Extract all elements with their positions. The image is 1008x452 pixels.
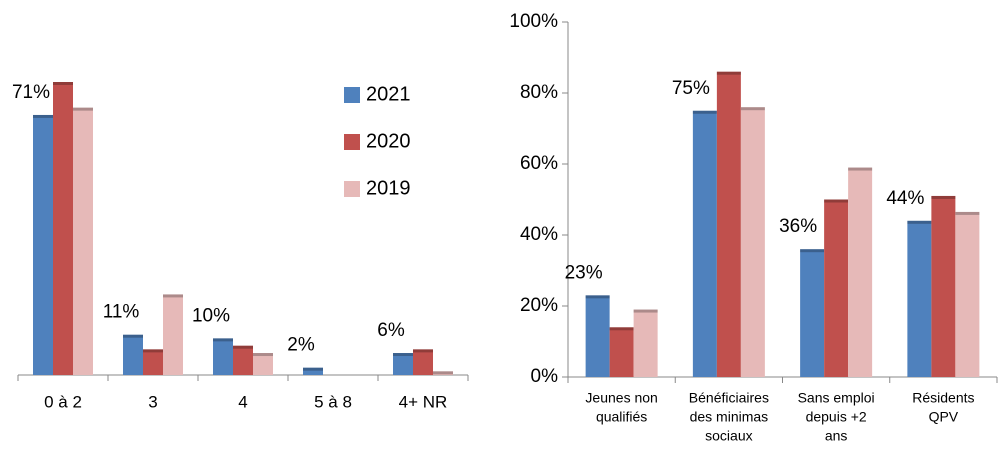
data-label: 75% [672,78,710,99]
x-tick-label: 0 à 2 [44,392,82,411]
bar [931,195,956,377]
x-tick-label: Jeunes non [585,390,657,406]
data-label: 2% [287,335,315,356]
bar [213,338,233,375]
y-tick-label: 0% [531,366,559,387]
x-tick-label: 5 à 8 [314,392,352,411]
legend-swatch [344,134,360,150]
bar [824,199,849,377]
bar-cap [53,82,73,85]
bar-cap [955,211,980,215]
bar [393,353,413,375]
data-label: 11% [103,302,140,323]
x-tick-label: Résidents [912,390,974,406]
bar [33,114,53,376]
data-label: 10% [192,305,230,326]
x-tick-label: 3 [148,392,157,411]
bar [609,327,634,377]
legend-label: 2021 [366,83,411,105]
bar [143,349,163,375]
bar [716,71,741,377]
bar-cap [163,294,183,298]
bar-cap [233,345,253,349]
bar [848,167,873,377]
bar-cap [633,309,658,313]
data-label: 44% [886,188,924,209]
bar-cap [609,327,634,331]
x-tick-label: ans [825,428,848,444]
data-label: 6% [377,320,405,341]
y-tick-label: 80% [520,82,558,103]
bar-cap [931,195,956,199]
x-tick-label: 4+ NR [399,392,448,411]
bar-cap [585,295,610,299]
bar-cap [433,371,453,375]
legend-label: 2020 [366,130,411,152]
bar [692,110,717,377]
legend-swatch [344,87,360,103]
data-label: 23% [565,262,603,283]
y-tick-label: 100% [509,11,558,32]
bar-cap [253,353,273,357]
bar-cap [716,71,741,75]
bar [433,371,453,375]
bar-cap [692,110,717,114]
x-tick-label: sociaux [705,428,752,444]
bar [123,334,143,375]
bar [303,367,323,375]
y-tick-label: 40% [520,224,558,245]
y-tick-label: 60% [520,153,558,174]
bar-cap [824,199,849,203]
bar-cap [740,107,765,111]
legend-swatch [344,181,360,197]
legend-label: 2019 [366,177,411,199]
bar [413,349,433,375]
bar [633,309,658,377]
bar-cap [143,349,163,353]
y-tick-label: 20% [520,295,558,316]
bar [73,107,93,375]
bar-cap [393,353,413,357]
bar-cap [303,367,323,371]
x-tick-label: 4 [238,392,247,411]
bar-cap [848,167,873,171]
x-tick-label: des minimas [690,409,769,425]
bar-cap [413,349,433,353]
bar-cap [73,107,93,111]
bar [907,220,932,377]
x-tick-label: QPV [929,409,959,425]
bar [163,294,183,375]
x-tick-label: Sans emploi [798,390,875,406]
bar [955,211,980,377]
x-tick-label: qualifiés [596,409,647,425]
x-tick-label: depuis +2 [806,409,867,425]
bar [233,345,253,375]
bar [53,82,73,375]
x-tick-label: Bénéficiaires [689,390,769,406]
bar [800,249,825,377]
bar-cap [33,114,53,118]
bar [253,353,273,375]
bar-cap [907,220,932,224]
bar [585,295,610,377]
bar [740,107,765,377]
data-label: 71% [12,82,50,103]
bar-cap [123,334,143,338]
bar-cap [213,338,233,342]
data-label: 36% [779,216,817,237]
bar-cap [800,249,825,253]
